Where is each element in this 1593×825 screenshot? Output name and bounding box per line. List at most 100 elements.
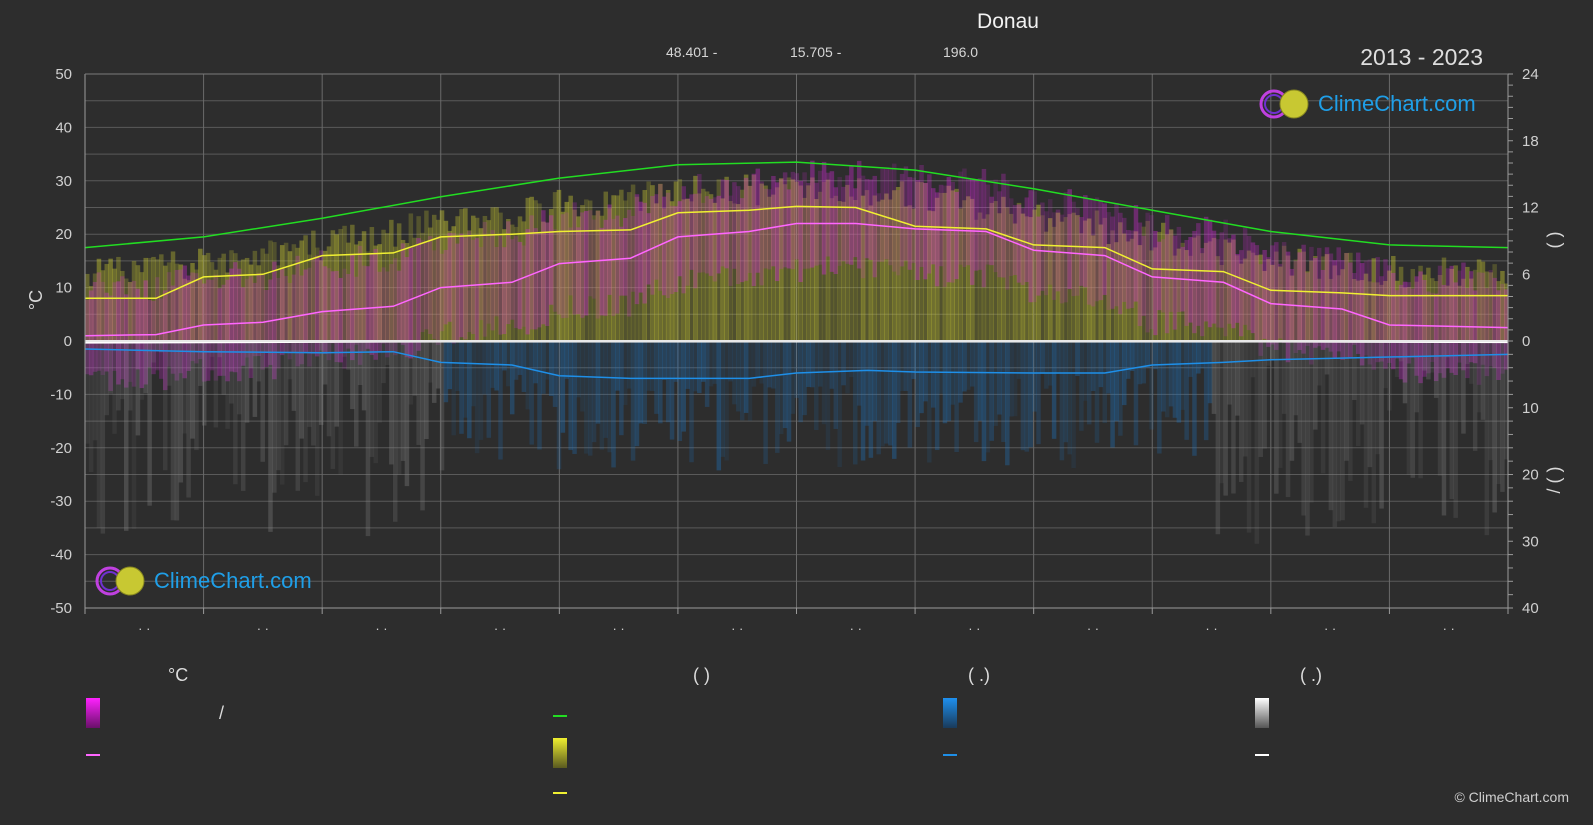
logo-bottom[interactable]: ClimeChart.com bbox=[94, 565, 312, 597]
y-left-tick-label: -50 bbox=[50, 600, 72, 617]
snow-bar bbox=[155, 341, 160, 351]
temp-range-bar bbox=[291, 274, 297, 352]
snow-bar bbox=[104, 341, 109, 416]
temp-range-bar bbox=[88, 290, 94, 376]
snow-bar bbox=[1414, 341, 1419, 413]
x-tick-label: · · bbox=[494, 621, 506, 636]
temp-range-bar bbox=[837, 177, 842, 266]
sunshine-bar bbox=[291, 244, 297, 341]
snow-bar bbox=[396, 341, 402, 475]
rain-bar bbox=[919, 341, 924, 414]
temp-range-bar bbox=[934, 192, 940, 287]
sunshine-bar bbox=[1359, 280, 1365, 341]
snow-bar bbox=[377, 341, 382, 423]
sunshine-bar bbox=[256, 265, 262, 341]
temp-range-bar bbox=[299, 275, 304, 365]
sunshine-bar bbox=[962, 200, 967, 341]
temp_avg-line bbox=[84, 222, 1509, 337]
sunshine-bar bbox=[389, 219, 394, 341]
temp-range-bar bbox=[1309, 246, 1314, 365]
temp-range-bar bbox=[1071, 201, 1076, 297]
snow-bar bbox=[1277, 341, 1283, 468]
temp-range-bar bbox=[315, 255, 320, 357]
temp-range-bar bbox=[700, 202, 706, 273]
temp-range-bar bbox=[1410, 288, 1416, 358]
temp-range-bar bbox=[1371, 282, 1377, 370]
temp-range-bar bbox=[237, 268, 242, 382]
temp-range-bar bbox=[1352, 272, 1357, 345]
x-tick-label: · · bbox=[1443, 621, 1455, 636]
rain-bar bbox=[923, 341, 928, 402]
sunshine-bar bbox=[412, 237, 417, 341]
temp-range-bar bbox=[334, 270, 340, 363]
sunshine-bar bbox=[299, 240, 304, 341]
sunshine-bar bbox=[1387, 270, 1392, 341]
snow-bar bbox=[1301, 341, 1306, 516]
rain-bar bbox=[1102, 341, 1108, 424]
temp-range-bar bbox=[1379, 276, 1384, 362]
temp-range-bar bbox=[969, 178, 975, 285]
temp-range-bar bbox=[1028, 190, 1033, 303]
sunshine-bar bbox=[1125, 241, 1131, 341]
sunshine-bar bbox=[615, 195, 620, 341]
sunshine-bar bbox=[751, 174, 757, 341]
logo-text: ClimeChart.com bbox=[1318, 91, 1476, 116]
temp-range-bar bbox=[369, 253, 375, 356]
sunshine-bar bbox=[888, 199, 893, 341]
sunshine-bar bbox=[626, 192, 632, 341]
sunshine-bar bbox=[927, 210, 932, 341]
snow-bar bbox=[1344, 341, 1349, 461]
temp-range-bar bbox=[381, 267, 386, 344]
temp-range-bar bbox=[810, 160, 815, 268]
temp-range-bar bbox=[1211, 230, 1217, 324]
temp-range-bar bbox=[1086, 199, 1092, 305]
snow-bar bbox=[1238, 341, 1244, 482]
temp-range-bar bbox=[556, 231, 562, 315]
snow-bar bbox=[1383, 341, 1388, 389]
x-tick-label: · · bbox=[138, 621, 150, 636]
snow-bar bbox=[1359, 341, 1365, 425]
temp-range-bar bbox=[1036, 216, 1041, 296]
temp-range-bar bbox=[888, 169, 893, 266]
snow-bar bbox=[334, 341, 340, 427]
sunshine-bar bbox=[108, 258, 113, 341]
rain-bar bbox=[845, 341, 850, 394]
temp-range-bar bbox=[856, 160, 862, 269]
rain-bar bbox=[1110, 341, 1115, 448]
snow-bar bbox=[385, 341, 390, 365]
x-tick-label: · · bbox=[612, 621, 624, 636]
sunshine-bar bbox=[1215, 256, 1221, 341]
rain-bar bbox=[443, 341, 449, 403]
snow-bar bbox=[322, 341, 328, 385]
rain-bar bbox=[1040, 341, 1045, 374]
snow-bar bbox=[244, 341, 250, 423]
sunshine-bar bbox=[997, 213, 1002, 341]
snow-bar bbox=[201, 341, 207, 426]
sunshine-bar bbox=[739, 189, 745, 341]
temp-range-bar bbox=[884, 169, 889, 260]
sunshine-bar bbox=[1472, 269, 1478, 341]
sunshine-bar bbox=[658, 183, 663, 341]
rain-bar bbox=[599, 341, 605, 450]
logo-top[interactable]: ClimeChart.com bbox=[1258, 88, 1476, 120]
latitude-label: 48.401 - bbox=[666, 44, 718, 60]
sunshine-bar bbox=[404, 243, 410, 341]
temp-range-bar bbox=[1168, 230, 1174, 312]
sunshine-bar bbox=[1309, 260, 1314, 341]
sunshine-bar bbox=[1079, 233, 1084, 341]
snow-bar bbox=[1457, 341, 1462, 421]
sunshine-bar bbox=[244, 257, 250, 341]
temp-range-bar bbox=[408, 247, 414, 359]
sunshine-bar bbox=[1090, 235, 1096, 341]
sunshine-bar bbox=[981, 218, 987, 341]
sunshine-bar bbox=[611, 195, 616, 341]
snow-bar bbox=[392, 341, 398, 522]
sunshine-bar bbox=[969, 198, 975, 341]
snow-bar bbox=[209, 341, 215, 357]
temp-range-bar bbox=[1005, 180, 1010, 290]
sunshine-bar bbox=[1110, 230, 1115, 341]
temp-range-bar bbox=[584, 211, 589, 316]
rain-bar bbox=[1094, 341, 1100, 443]
rain-bar bbox=[1145, 341, 1150, 368]
sunshine-bar bbox=[139, 272, 145, 341]
